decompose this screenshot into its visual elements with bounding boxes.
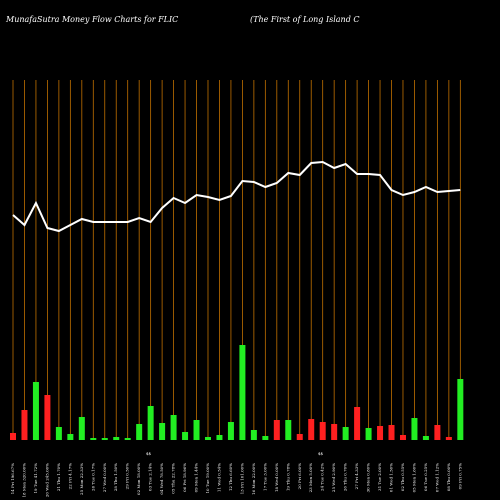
bar (136, 424, 143, 440)
x-tick-label: 29 Fri 0.50% (125, 463, 130, 490)
bar (308, 419, 315, 440)
bar (354, 407, 361, 440)
x-tick-label: 13 Fri 101.00% (239, 463, 244, 495)
x-tick-label: 06 Tue 0.25% (423, 463, 428, 491)
x-tick-label: 06 Fri 18.96% (182, 463, 187, 492)
x-tick-label: 02 Mon 18.00% (136, 463, 141, 495)
marker: $$ (146, 451, 152, 456)
x-tick-label: 05 Mon 1.60% (411, 463, 416, 493)
chart-title: MunafaSutra Money Flow Charts for FLIC (5, 15, 178, 24)
bar (331, 424, 338, 440)
money-flow-line (12, 160, 461, 233)
bar (365, 428, 372, 440)
x-tick-label: 07 Wed 1.12% (434, 463, 439, 492)
bar (457, 379, 464, 440)
bar (182, 432, 189, 440)
bar (124, 438, 131, 440)
bar (21, 410, 28, 440)
bar (193, 420, 200, 440)
x-tick-label: 25 Wed 2.90% (331, 463, 336, 492)
x-tick-label: 12 Thu 6.60% (228, 463, 233, 491)
x-tick-label: 04 Wed 78.50% (159, 463, 164, 495)
bar (239, 345, 246, 440)
x-tick-label: 14 Fri 196.67% (10, 463, 15, 495)
bar (159, 423, 166, 440)
bar (101, 438, 108, 440)
x-tick-label: 01 Wed 1.50% (389, 463, 394, 492)
bar (377, 426, 384, 440)
bar (422, 436, 429, 440)
bar (227, 422, 234, 440)
x-tick-label: 19 Thu 0.78% (285, 463, 290, 491)
x-tick-label: 26 Thu 0.70% (343, 463, 348, 491)
x-tick-label: 30 Mon 0.80% (366, 463, 371, 493)
bar (262, 436, 269, 440)
bar (90, 438, 97, 440)
bar (204, 437, 211, 440)
x-tick-label: 18 Mon 320.00% (21, 463, 26, 498)
x-tick-label: 05 Thu 22.78% (171, 463, 176, 494)
x-tick-label: 17 Tue 3.00% (262, 463, 267, 491)
x-tick-label: 03 Tue 2.14% (148, 463, 153, 491)
x-tick-label: 09 Fri 0.75% (457, 463, 462, 490)
bar (445, 437, 452, 440)
bar (411, 418, 418, 440)
bar (10, 433, 16, 440)
bar (216, 435, 223, 440)
x-tick-label: 26 Tue 0.17% (90, 463, 95, 491)
x-tick-label: 16 Mon 22.00% (251, 463, 256, 495)
x-tick-label: 27 Fri 4.33% (354, 463, 359, 490)
x-tick-label: 25 Mon 22.33% (79, 463, 84, 495)
bar (78, 417, 85, 440)
x-tick-label: 23 Mon 5.00% (308, 463, 313, 493)
bar (285, 420, 292, 440)
x-tick-label: 31 Tue 2.00% (377, 463, 382, 491)
bar (250, 430, 257, 440)
bar (273, 420, 280, 440)
x-tick-label: 28 Thu 1.50% (113, 463, 118, 491)
x-tick-label: 20 Wed 245.00% (44, 463, 49, 497)
bar (67, 434, 74, 440)
bar (55, 427, 62, 440)
bar (170, 415, 177, 440)
bar (32, 382, 39, 440)
x-tick-label: 11 Wed 0.54% (216, 463, 221, 492)
x-tick-label: 22 Fri 4.17% (67, 463, 72, 490)
x-tick-label: 21 Thu 1.70% (56, 463, 61, 491)
x-tick-label: 20 Fri 6.00% (297, 463, 302, 490)
bar (296, 434, 303, 440)
chart-subtitle: (The First of Long Island C (250, 15, 359, 24)
x-tick-label: 09 Mon 1.44% (194, 463, 199, 493)
marker: $$ (318, 451, 324, 456)
x-tick-label: 18 Wed 0.00% (274, 463, 279, 492)
bar (319, 422, 326, 440)
bar (44, 395, 51, 440)
x-tick-label: 10 Tue 19.00% (205, 463, 210, 494)
bar (113, 437, 120, 440)
bar (434, 425, 441, 440)
bar (147, 406, 154, 440)
x-tick-label: 02 Thu 0.55% (400, 463, 405, 491)
x-tick-label: 24 Tue 0.42% (320, 463, 325, 491)
x-tick-label: 27 Wed 0.00% (102, 463, 107, 492)
bar (342, 427, 349, 440)
x-tick-label: 08 Thu 0.00% (446, 463, 451, 491)
bar (388, 425, 395, 440)
bar (399, 435, 406, 440)
x-tick-label: 19 Tue 41.72% (33, 463, 38, 494)
